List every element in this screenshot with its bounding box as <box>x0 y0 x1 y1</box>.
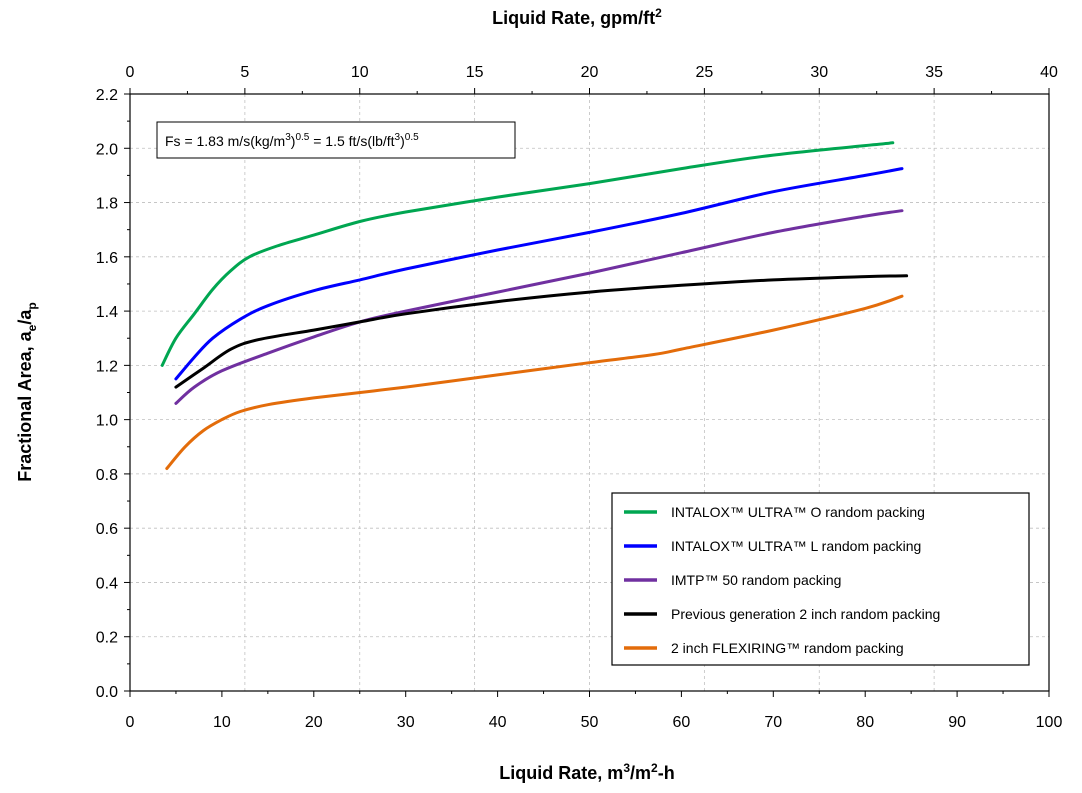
y-tick-label: 1.8 <box>96 196 118 213</box>
legend-label-previous-gen-2inch: Previous generation 2 inch random packin… <box>671 606 940 622</box>
top-tick-label: 30 <box>810 64 828 81</box>
x-tick-label: 100 <box>1036 714 1063 731</box>
y-tick-label: 0.6 <box>96 521 118 538</box>
series-line-ultra-l <box>174 167 904 381</box>
legend-label-flexiring-2inch: 2 inch FLEXIRING™ random packing <box>671 640 904 656</box>
y-tick-label: 2.2 <box>96 87 118 104</box>
y-tick-label: 1.6 <box>96 250 118 267</box>
y-tick-label: 1.2 <box>96 358 118 375</box>
legend-border <box>611 492 1030 666</box>
y-tick-label: 2.0 <box>96 141 118 158</box>
annotation-box: Fs = 1.83 m/s(kg/m3)0.5 = 1.5 ft/s(lb/ft… <box>156 121 516 159</box>
top-tick-label: 10 <box>351 64 369 81</box>
top-tick-label: 0 <box>126 64 135 81</box>
x-tick-label: 70 <box>764 714 782 731</box>
top-tick-label: 40 <box>1040 64 1058 81</box>
y-tick-label: 1.0 <box>96 413 118 430</box>
top-axis-title: Liquid Rate, gpm/ft2 <box>492 6 662 28</box>
x-tick-label: 0 <box>126 714 135 731</box>
legend-label-ultra-o: INTALOX™ ULTRA™ O random packing <box>671 504 925 520</box>
y-tick-label: 0.8 <box>96 467 118 484</box>
series-line-ultra-o <box>160 141 895 367</box>
bottom-axis-title: Liquid Rate, m3/m2-h <box>499 761 674 783</box>
top-tick-label: 20 <box>581 64 599 81</box>
legend: INTALOX™ ULTRA™ O random packing INTALOX™… <box>611 492 1030 666</box>
annotation-text: Fs = 1.83 m/s(kg/m3)0.5 = 1.5 ft/s(lb/ft… <box>165 132 419 149</box>
legend-label-ultra-l: INTALOX™ ULTRA™ L random packing <box>671 538 921 554</box>
x-tick-label: 40 <box>489 714 507 731</box>
y-tick-label: 1.4 <box>96 304 118 321</box>
annotation-border <box>156 121 516 159</box>
top-tick-label: 15 <box>466 64 484 81</box>
x-tick-label: 90 <box>948 714 966 731</box>
series-line-previous-gen-2inch <box>174 274 909 389</box>
top-tick-label: 35 <box>925 64 943 81</box>
x-tick-label: 30 <box>397 714 415 731</box>
series-line-flexiring-2inch <box>165 294 904 470</box>
axis-ticks: 0 5 10 15 20 25 30 35 40 0.0 0.2 0.4 0.6 0.8 1.0 1.2 1.4… <box>96 64 1063 731</box>
y-tick-label: 0.2 <box>96 630 118 647</box>
top-tick-label: 5 <box>240 64 249 81</box>
y-tick-label: 0.4 <box>96 575 118 592</box>
top-tick-label: 25 <box>695 64 713 81</box>
x-tick-label: 80 <box>856 714 874 731</box>
legend-label-imtp-50: IMTP™ 50 random packing <box>671 572 841 588</box>
y-tick-label: 0.0 <box>96 684 118 701</box>
series-line-imtp-50 <box>174 209 904 405</box>
x-tick-label: 50 <box>581 714 599 731</box>
x-tick-label: 20 <box>305 714 323 731</box>
y-axis-title: Fractional Area, ae/ap <box>15 302 39 481</box>
x-tick-label: 60 <box>673 714 691 731</box>
series-group <box>160 141 909 470</box>
x-tick-label: 10 <box>213 714 231 731</box>
